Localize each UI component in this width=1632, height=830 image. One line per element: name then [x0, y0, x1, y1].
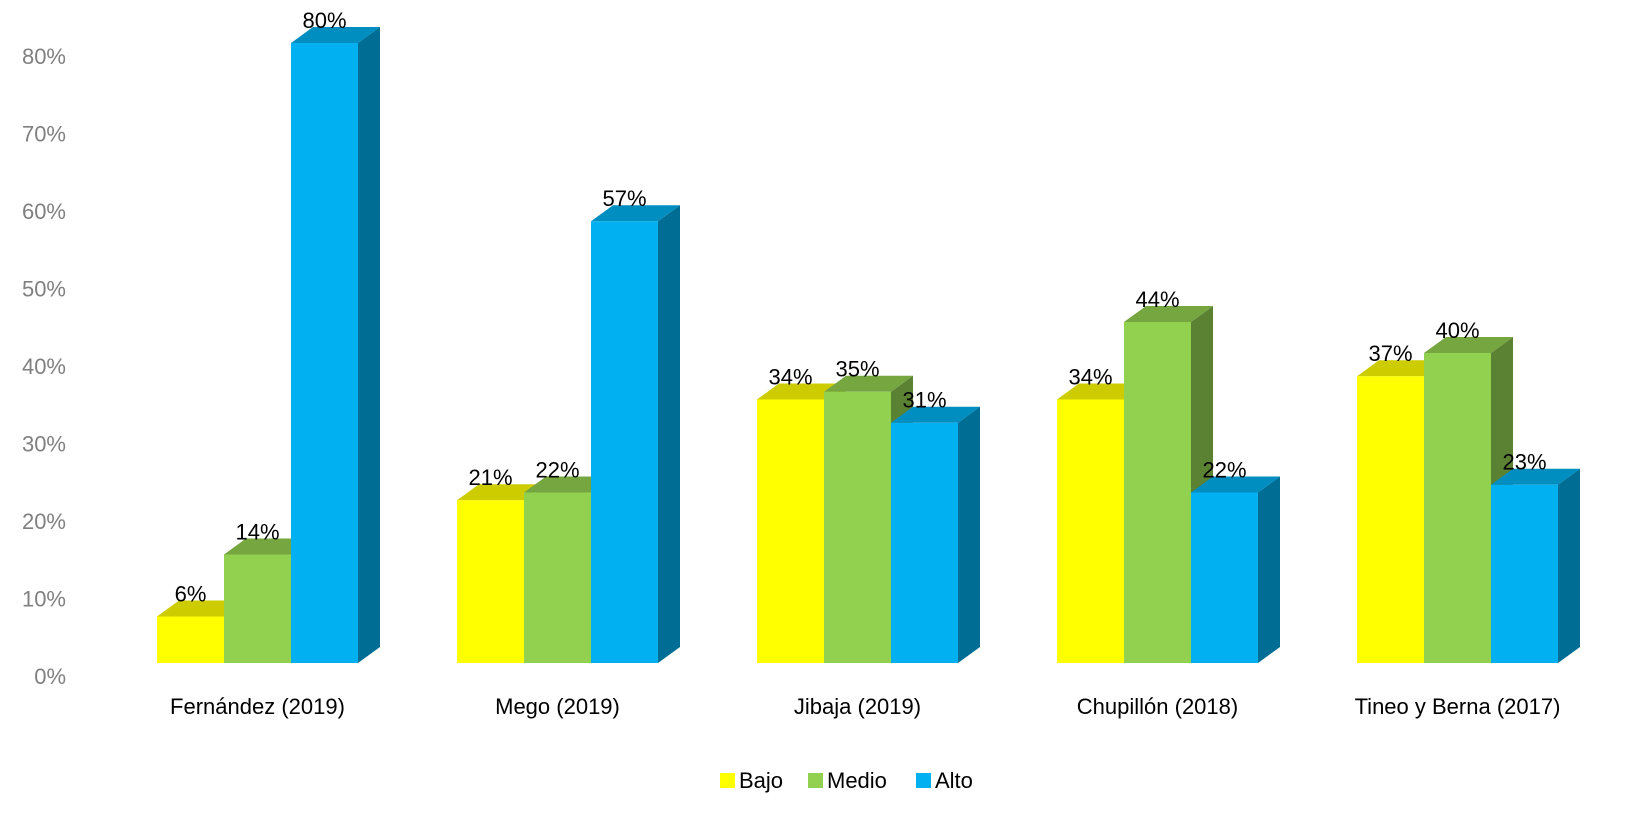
y-tick-label: 20%	[22, 509, 66, 534]
data-label: 37%	[1368, 341, 1412, 366]
bar-top	[891, 406, 980, 423]
y-tick-label: 80%	[22, 44, 66, 69]
y-tick-label: 60%	[22, 199, 66, 224]
bar-front	[1124, 322, 1191, 663]
data-label: 21%	[468, 465, 512, 490]
data-label: 44%	[1135, 287, 1179, 312]
bar-front	[824, 391, 891, 663]
bar-top	[591, 205, 680, 222]
bar-side	[358, 27, 380, 663]
bar	[1191, 476, 1280, 663]
bar-front	[891, 422, 958, 663]
bar-side	[958, 406, 980, 663]
data-label: 57%	[602, 186, 646, 211]
x-tick-label: Chupillón (2018)	[1077, 694, 1238, 719]
y-tick-label: 10%	[22, 586, 66, 611]
legend-label: Medio	[827, 768, 887, 793]
y-tick-label: 40%	[22, 354, 66, 379]
legend-label: Alto	[935, 768, 973, 793]
bar-top	[1424, 337, 1513, 353]
x-tick-label: Mego (2019)	[495, 694, 620, 719]
y-tick-label: 0%	[34, 664, 66, 689]
bar-side	[1258, 476, 1280, 663]
data-label: 23%	[1502, 450, 1546, 475]
bar	[891, 406, 980, 663]
data-label: 31%	[902, 388, 946, 413]
y-tick-label: 50%	[22, 276, 66, 301]
data-label: 80%	[302, 8, 346, 33]
bar	[591, 205, 680, 663]
bar-front	[591, 221, 658, 663]
bar-top	[157, 600, 246, 617]
bar-side	[658, 205, 680, 663]
bar-side	[1558, 468, 1580, 663]
legend-swatch	[808, 773, 823, 788]
data-label: 35%	[835, 357, 879, 382]
bar-front	[291, 43, 358, 663]
data-label: 6%	[175, 581, 207, 606]
bar-top	[1057, 383, 1146, 400]
legend-swatch	[720, 773, 735, 788]
data-label: 14%	[235, 519, 279, 544]
bar-front	[1357, 376, 1424, 663]
bar-top	[757, 383, 846, 400]
bar-front	[1191, 492, 1258, 663]
x-tick-label: Fernández (2019)	[170, 694, 345, 719]
x-tick-label: Jibaja (2019)	[794, 694, 921, 719]
bar-front	[224, 554, 291, 663]
bar-front	[157, 616, 224, 663]
bar-front	[1424, 353, 1491, 663]
bar-front	[757, 399, 824, 663]
bar-front	[1057, 399, 1124, 663]
bar-top	[1491, 468, 1580, 485]
legend-swatch	[916, 773, 931, 788]
bar-top	[824, 375, 913, 392]
bar-top	[291, 27, 380, 43]
bar-top	[224, 538, 313, 555]
y-tick-label: 30%	[22, 431, 66, 456]
y-tick-label: 70%	[22, 121, 66, 146]
data-label: 22%	[1202, 457, 1246, 482]
bar	[1491, 468, 1580, 663]
bar	[291, 27, 380, 663]
legend-label: Bajo	[739, 768, 783, 793]
bar-top	[1357, 360, 1446, 377]
data-label: 34%	[768, 364, 812, 389]
bar-front	[1491, 484, 1558, 663]
bar-top	[1191, 476, 1280, 493]
data-label: 22%	[535, 457, 579, 482]
bar-top	[1124, 306, 1213, 322]
x-tick-label: Tineo y Berna (2017)	[1355, 694, 1561, 719]
data-label: 34%	[1068, 364, 1112, 389]
data-label: 40%	[1435, 318, 1479, 343]
bar-top	[457, 484, 546, 501]
bar-front	[457, 500, 524, 663]
bar-front	[524, 492, 591, 663]
bar-top	[524, 476, 613, 493]
